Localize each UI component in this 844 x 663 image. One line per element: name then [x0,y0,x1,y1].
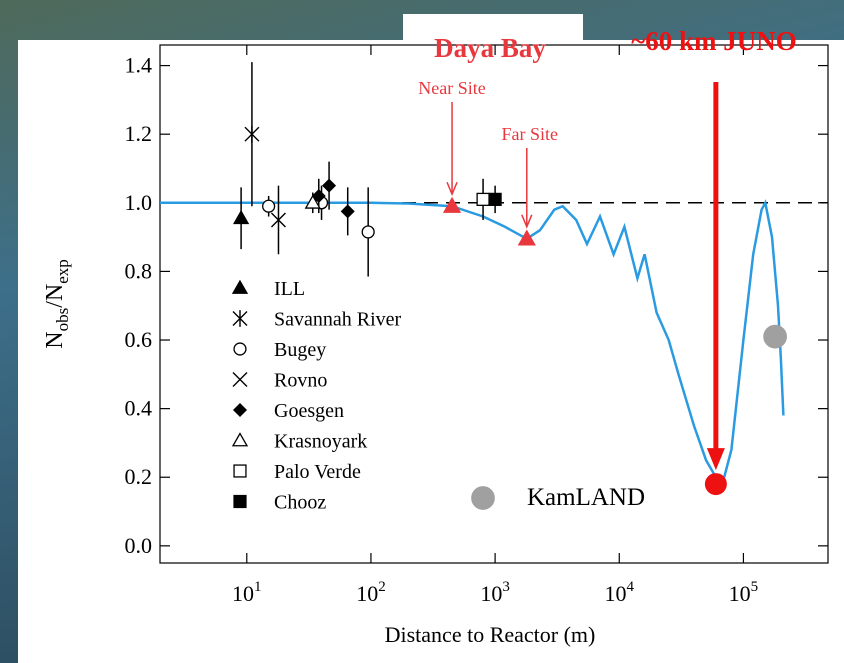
x-axis-title: Distance to Reactor (m) [385,622,596,647]
legend-symbol [232,310,248,327]
x-tick-exponent: 1 [254,579,262,595]
legend-label: Rovno [274,370,327,392]
x-tick-exponent: 3 [502,579,510,595]
plot-frame [159,44,829,564]
legend-symbol [231,279,249,294]
marker [232,209,250,225]
marker [270,212,286,228]
marker [763,324,787,349]
legend-symbol [233,464,247,478]
x-tick-base: 10 [356,581,378,606]
x-tick-base: 10 [480,581,502,606]
x-tick-exponent: 4 [627,579,635,595]
label-box [403,14,583,74]
oscillation-curve [160,199,785,479]
legend-symbol [471,486,495,510]
y-axis-title: Nobs/Nexp [42,259,72,349]
y-label-part: obs [53,308,72,332]
legend-symbol [233,342,247,356]
x-tick-exponent: 2 [378,579,386,595]
y-label-part: N [42,331,68,348]
juno-arrow-head [706,448,725,471]
x-tick-label: 103 [480,579,510,606]
marker [340,204,355,219]
x-tick-base: 10 [729,581,751,606]
legend-label: Bugey [274,339,326,361]
y-tick-label: 0.6 [125,327,153,352]
daya-bay-label: Daya Bay [434,33,546,63]
y-tick-label: 0.0 [125,533,153,558]
site-label: Near Site [418,78,485,98]
marker [361,225,375,239]
y-tick-label: 0.4 [125,396,153,421]
legend-symbol [232,372,248,387]
y-tick-label: 1.2 [125,121,153,146]
marker [476,192,490,206]
legend-symbol [233,494,247,509]
y-tick-label: 1.0 [125,190,153,215]
marker [304,194,321,209]
juno-label: ~60 km JUNO [631,26,797,56]
x-tick-base: 10 [232,581,254,606]
legend-label: Palo Verde [274,461,361,483]
legend-symbol [233,403,247,417]
x-tick-label: 101 [232,579,262,606]
marker [517,229,536,246]
x-tick-base: 10 [605,581,627,606]
legend-symbol [231,432,249,447]
y-label-part: /N [42,284,68,308]
marker [322,178,337,193]
legend-label: KamLAND [527,484,645,511]
x-tick-label: 104 [605,579,635,606]
legend-label: ILL [274,278,305,300]
x-tick-exponent: 5 [751,579,759,595]
legend-label: Krasnoyark [274,431,367,453]
chart-panel [18,40,844,663]
x-tick-label: 105 [729,579,759,606]
legend-label: Chooz [274,492,326,514]
legend-label: Goesgen [274,400,344,422]
marker [244,125,260,143]
site-arrow-head [446,181,458,197]
marker [442,196,462,213]
y-tick-label: 0.2 [125,464,153,489]
marker [262,199,276,213]
marker [488,192,502,206]
y-tick-label: 1.4 [125,53,153,78]
juno-point [704,473,727,496]
y-label-part: exp [53,259,72,284]
legend-label: Savannah River [274,309,402,331]
y-tick-label: 0.8 [125,258,153,283]
site-arrow-head [521,214,533,229]
site-label: Far Site [502,124,559,144]
x-tick-label: 102 [356,579,386,606]
